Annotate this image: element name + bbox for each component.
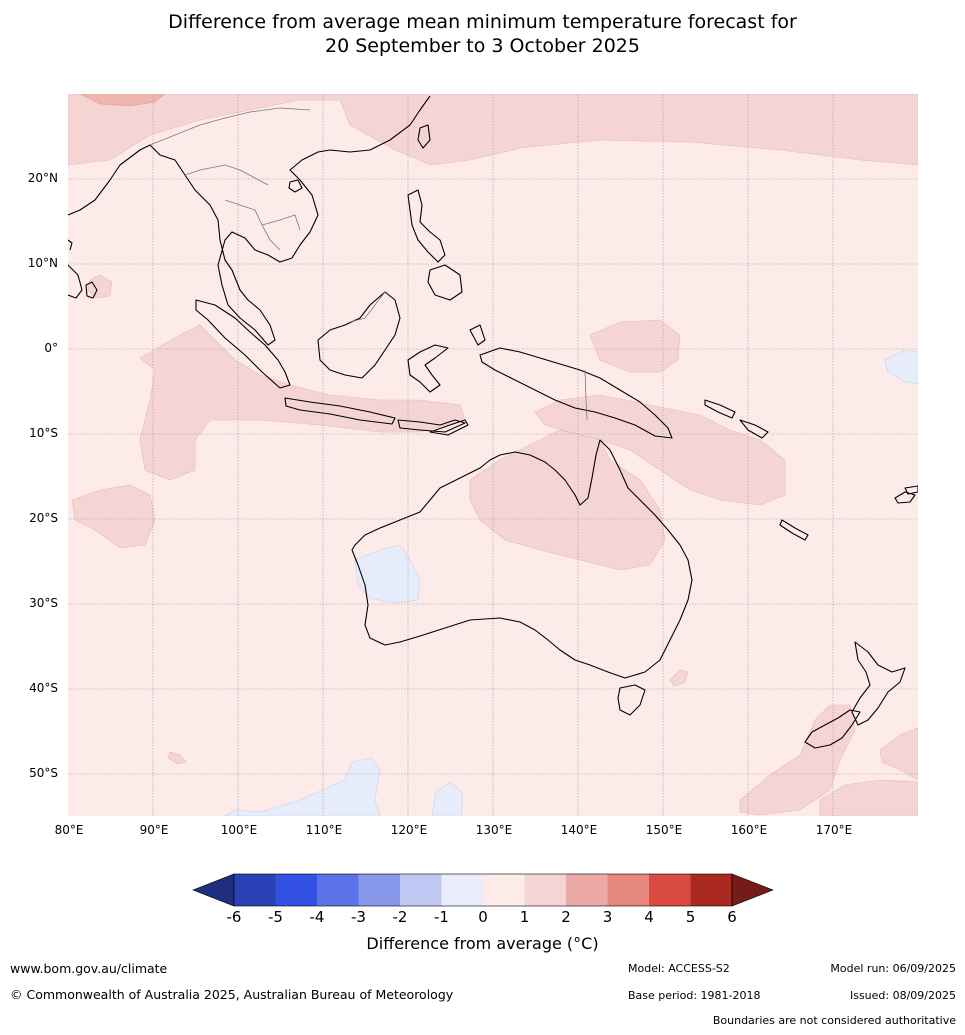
title-line-2: 20 September to 3 October 2025	[325, 35, 640, 57]
colorbar-tick: -1	[434, 908, 449, 926]
anomaly-band-1-to-2	[68, 94, 918, 816]
lat-label-30s: 30°S	[29, 596, 58, 610]
footer-url[interactable]: www.bom.gov.au/climate	[10, 961, 168, 976]
colorbar-cell	[358, 874, 400, 906]
colorbar-cell	[275, 874, 317, 906]
colorbar-cell	[441, 874, 483, 906]
colorbar-tick: -4	[309, 908, 325, 926]
colorbar-tick: -3	[351, 908, 366, 926]
lat-label-40s: 40°S	[29, 681, 58, 695]
lat-label-10n: 10°N	[27, 256, 58, 270]
lat-label-0: 0°	[44, 341, 58, 355]
colorbar-extend-high	[731, 873, 774, 907]
coastlines	[68, 95, 918, 749]
colorbar-cell	[317, 874, 359, 906]
lat-label-20n: 20°N	[27, 171, 58, 185]
colorbar-tick: 3	[602, 908, 613, 926]
colorbar-tick: 4	[644, 908, 654, 926]
title-line-1: Difference from average mean minimum tem…	[168, 11, 797, 33]
graticule	[68, 94, 918, 816]
country-borders	[149, 107, 588, 421]
map-plot-area	[68, 94, 918, 816]
lon-label-120e: 120°E	[390, 823, 428, 837]
footer-issued: Issued: 08/09/2025	[849, 989, 956, 1002]
map-title: Difference from average mean minimum tem…	[0, 10, 965, 58]
footer-model-run: Model run: 06/09/2025	[830, 962, 956, 975]
colorbar-cell	[234, 874, 276, 906]
colorbar-extend-low	[192, 873, 235, 907]
colorbar-tick: 1	[519, 908, 530, 926]
colorbar-tick: 6	[727, 908, 737, 926]
lon-label-90e: 90°E	[139, 823, 169, 837]
lat-label-10s: 10°S	[29, 426, 58, 440]
lat-label-20s: 20°S	[29, 511, 58, 525]
colorbar-tick: -2	[392, 908, 408, 926]
lon-label-110e: 110°E	[305, 823, 343, 837]
footer-base-period: Base period: 1981-2018	[628, 989, 761, 1002]
colorbar-tick: 5	[685, 908, 696, 926]
colorbar-tick: 0	[478, 908, 488, 926]
colorbar-tick: -5	[268, 908, 283, 926]
lon-label-130e: 130°E	[475, 823, 513, 837]
lon-label-160e: 160°E	[730, 823, 768, 837]
colorbar-tick: 2	[561, 908, 571, 926]
footer-disclaimer: Boundaries are not considered authoritat…	[712, 1014, 956, 1027]
lon-label-80e: 80°E	[54, 823, 84, 837]
colorbar-cell	[483, 874, 525, 906]
colorbar-cell	[400, 874, 442, 906]
lon-label-150e: 150°E	[645, 823, 683, 837]
lat-label-50s: 50°S	[29, 766, 58, 780]
footer-model: Model: ACCESS-S2	[628, 962, 730, 975]
lon-label-140e: 140°E	[560, 823, 598, 837]
lon-label-100e: 100°E	[220, 823, 258, 837]
colorbar-cell	[607, 874, 649, 906]
colorbar-cell	[649, 874, 691, 906]
colorbar	[192, 873, 774, 907]
colorbar-cell	[566, 874, 608, 906]
anomaly-band-2-to-3	[79, 94, 166, 107]
colorbar-tick: -6	[226, 908, 242, 926]
lon-label-170e: 170°E	[815, 823, 853, 837]
footer-copyright: © Commonwealth of Australia 2025, Austra…	[10, 987, 454, 1002]
anomaly-band-minus-1-to-0	[224, 349, 918, 816]
colorbar-outline	[233, 873, 733, 907]
colorbar-label: Difference from average (°C)	[366, 934, 599, 953]
colorbar-cell	[524, 874, 566, 906]
colorbar-cell	[690, 874, 732, 906]
